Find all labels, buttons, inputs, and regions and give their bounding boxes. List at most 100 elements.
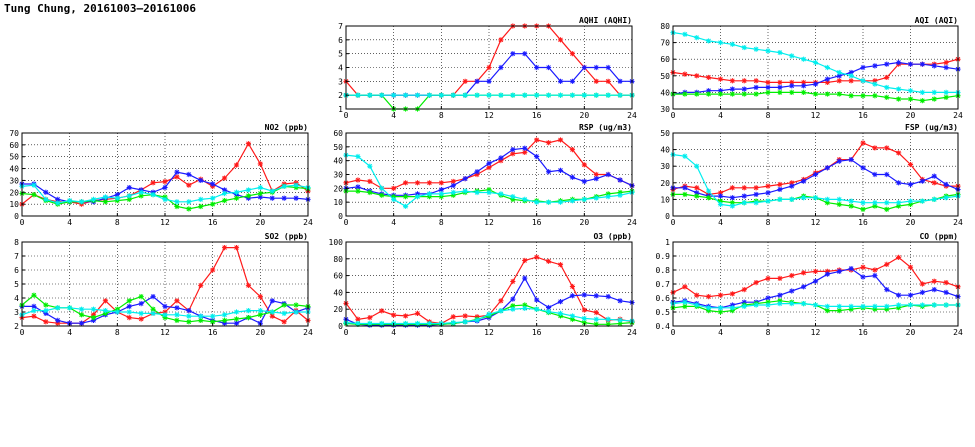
data-point [221,190,228,197]
data-point [765,275,771,281]
data-point [569,313,576,319]
y-tick-label: 7 [338,22,343,31]
data-point [884,84,890,91]
y-tick-label: 50 [660,72,670,81]
data-point [221,197,228,204]
data-point [789,183,795,189]
data-point [860,140,866,146]
data-point [729,86,735,92]
data-point [872,78,878,84]
data-point [872,81,878,87]
data-point [706,308,712,314]
data-point [281,183,287,189]
data-point [438,180,444,186]
data-point [438,92,444,98]
x-tick-label: 24 [953,328,963,337]
y-tick-label: 0 [665,212,670,221]
data-point [257,161,263,167]
y-tick-label: 80 [660,22,670,31]
x-tick-label: 20 [580,328,590,337]
data-point [593,309,599,316]
chart-title: RSP (ug/m3) [579,123,632,132]
data-point [919,281,925,287]
data-point [717,201,724,207]
data-point [534,306,540,312]
y-tick-label: 10 [333,198,343,207]
data-point [126,309,132,315]
data-point [367,178,373,185]
data-point [569,283,576,290]
data-point [557,167,564,173]
data-point [569,147,576,153]
x-tick-label: 0 [344,328,349,337]
data-point [872,63,878,69]
data-point [257,190,263,197]
y-tick-label: 50 [333,143,343,152]
y-tick-label: 6 [14,266,19,275]
data-point [617,177,623,183]
data-point [186,308,192,314]
data-point [522,51,528,57]
data-point [426,191,433,197]
data-point [860,206,866,212]
data-point [498,37,504,43]
x-tick-label: 20 [256,218,266,227]
data-point [210,201,216,207]
data-point [907,264,914,270]
data-point [605,321,611,327]
data-point [836,73,842,79]
data-point [848,266,854,272]
y-tick-label: 1 [338,105,343,114]
data-point [450,92,456,98]
data-point [943,302,949,308]
data-point [931,196,937,202]
data-point [510,51,516,57]
data-point [824,303,830,309]
data-point [233,320,240,326]
data-point [557,262,564,268]
data-point [426,180,433,186]
data-point [43,319,49,325]
data-point [824,271,830,277]
data-point [245,308,252,314]
data-point [438,191,444,197]
data-point [896,86,902,92]
data-point [174,305,180,311]
data-point [545,64,552,71]
y-tick-label: 30 [660,162,670,171]
data-point [896,203,902,209]
data-point [907,201,914,207]
data-point [605,191,611,197]
data-point [812,302,819,308]
data-point [126,196,132,202]
data-point [55,196,61,202]
data-point [245,315,252,321]
data-point [450,189,456,196]
y-tick-label: 20 [333,184,343,193]
data-point [150,180,156,186]
y-tick-label: 70 [9,129,19,138]
data-point [438,187,444,193]
data-point [269,188,275,194]
x-tick-label: 4 [67,328,72,337]
data-point [581,315,587,322]
data-point [138,189,144,195]
data-point [569,51,576,57]
data-point [717,305,724,311]
data-point [896,305,902,311]
data-point [605,316,611,322]
x-tick-label: 12 [484,218,494,227]
data-point [848,198,854,204]
data-point [67,197,73,204]
data-point [753,46,759,52]
data-point [367,163,373,169]
data-point [174,317,180,323]
data-point [884,200,890,206]
y-tick-label: 40 [333,288,343,297]
data-point [498,155,504,161]
data-point [860,303,866,309]
data-point [789,79,795,86]
data-point [860,264,866,270]
y-tick-label: 40 [333,157,343,166]
